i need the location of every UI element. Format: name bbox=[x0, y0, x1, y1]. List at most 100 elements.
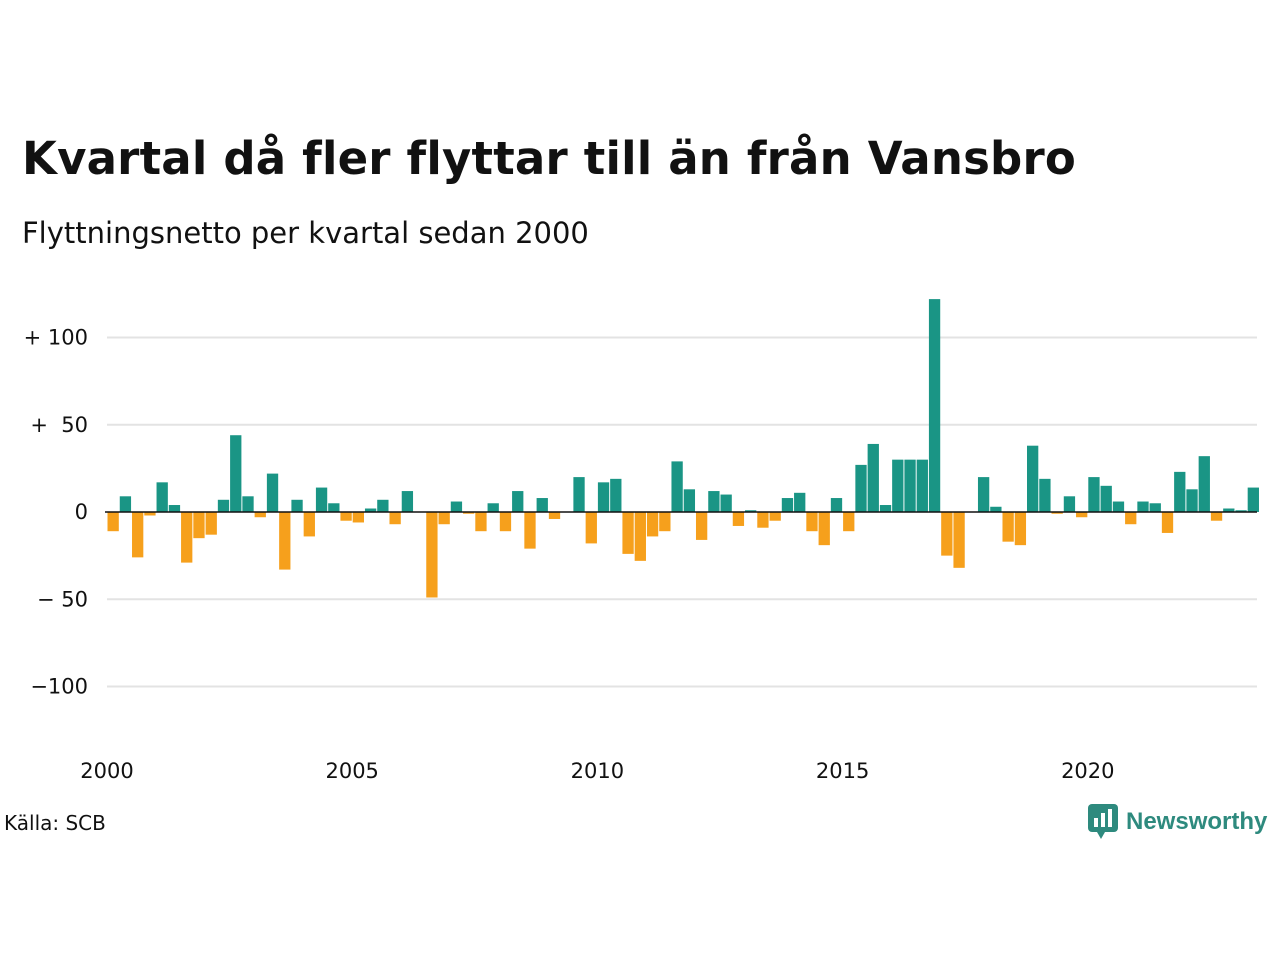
bar-2005-q4 bbox=[389, 512, 401, 525]
bar-2010-q4 bbox=[634, 512, 646, 561]
bar-2022-q4 bbox=[1223, 508, 1235, 512]
bar-2014-q3 bbox=[818, 512, 830, 546]
bar-2007-q2 bbox=[463, 512, 475, 514]
source-note: Källa: SCB bbox=[4, 811, 106, 835]
bar-2003-q4 bbox=[291, 499, 303, 512]
bar-2013-q3 bbox=[769, 512, 781, 521]
bar-2012-q4 bbox=[732, 512, 745, 526]
bar-2019-q1 bbox=[1039, 478, 1051, 512]
x-tick-label: 2020 bbox=[1061, 759, 1114, 783]
bar-2012-q1 bbox=[695, 512, 708, 540]
bar-2011-q3 bbox=[671, 461, 683, 512]
bar-2021-q1 bbox=[1137, 501, 1149, 512]
bar-2010-q2 bbox=[610, 478, 622, 512]
bar-2005-q2 bbox=[364, 508, 377, 512]
bar-2001-q3 bbox=[181, 512, 193, 563]
bar-2007-q1 bbox=[450, 501, 463, 512]
y-axis-ticks: + 100 + 50 0 − 50 −100 bbox=[24, 326, 88, 699]
bar-2004-q4 bbox=[340, 512, 352, 521]
bar-2000-q1 bbox=[107, 512, 119, 532]
bar-2006-q4 bbox=[438, 512, 450, 525]
bar-2014-q1 bbox=[794, 492, 806, 512]
bar-2003-q3 bbox=[279, 512, 291, 570]
bar-2020-q4 bbox=[1125, 512, 1137, 525]
bar-2019-q4 bbox=[1076, 512, 1088, 518]
y-tick-label: − 50 bbox=[37, 587, 88, 611]
bar-2018-q3 bbox=[1014, 512, 1027, 546]
bar-2002-q2 bbox=[217, 499, 230, 512]
bar-2003-q2 bbox=[266, 473, 279, 512]
x-tick-label: 2010 bbox=[571, 759, 624, 783]
newsworthy-icon bbox=[1088, 804, 1118, 839]
x-tick-label: 2015 bbox=[816, 759, 869, 783]
bar-2020-q3 bbox=[1112, 501, 1125, 512]
bar-2017-q2 bbox=[953, 512, 965, 568]
bar-2002-q4 bbox=[242, 496, 254, 512]
bar-2001-q4 bbox=[193, 512, 205, 539]
bar-2009-q1 bbox=[548, 512, 561, 519]
bar-2018-q4 bbox=[1027, 445, 1039, 512]
bar-2015-q3 bbox=[867, 443, 879, 512]
bar-2008-q2 bbox=[512, 491, 524, 512]
y-tick-label: + 100 bbox=[24, 326, 88, 350]
bar-2013-q4 bbox=[781, 498, 794, 512]
bar-2011-q4 bbox=[683, 489, 696, 512]
bar-2008-q1 bbox=[499, 512, 512, 532]
chart-title: Kvartal då fler flyttar till än från Van… bbox=[22, 132, 1076, 185]
brand-name: Newsworthy bbox=[1126, 808, 1268, 835]
bar-2009-q3 bbox=[573, 477, 585, 512]
bar-2016-q2 bbox=[904, 459, 916, 512]
bar-2014-q4 bbox=[830, 498, 843, 512]
bar-2008-q4 bbox=[536, 498, 548, 512]
bar-2009-q4 bbox=[585, 512, 597, 544]
bar-2015-q4 bbox=[879, 505, 892, 512]
bar-2016-q3 bbox=[916, 459, 928, 512]
bar-2018-q1 bbox=[990, 506, 1002, 512]
bar-2023-q1 bbox=[1235, 510, 1247, 512]
bar-2012-q2 bbox=[708, 491, 720, 512]
bar-2012-q3 bbox=[720, 494, 732, 512]
bar-2022-q1 bbox=[1186, 489, 1198, 512]
bar-2002-q1 bbox=[205, 512, 217, 535]
y-tick-label: + 50 bbox=[30, 413, 88, 437]
y-tick-label: 0 bbox=[75, 500, 88, 524]
bar-2000-q4 bbox=[144, 512, 156, 516]
bar-2022-q3 bbox=[1210, 512, 1223, 521]
bar-2007-q3 bbox=[475, 512, 487, 532]
bar-2017-q1 bbox=[941, 512, 953, 556]
bar-2000-q3 bbox=[132, 512, 144, 558]
bar-2023-q2 bbox=[1247, 487, 1259, 512]
chart-subtitle: Flyttningsnetto per kvartal sedan 2000 bbox=[22, 216, 589, 250]
bar-2022-q2 bbox=[1198, 456, 1210, 512]
bar-2020-q2 bbox=[1100, 485, 1112, 512]
bar-2004-q2 bbox=[315, 487, 328, 512]
x-tick-label: 2005 bbox=[325, 759, 378, 783]
bar-2001-q2 bbox=[168, 505, 181, 512]
bar-2021-q3 bbox=[1161, 512, 1174, 533]
bar-2004-q3 bbox=[328, 503, 340, 512]
bar-2002-q3 bbox=[230, 435, 242, 512]
bar-2001-q1 bbox=[156, 482, 168, 512]
y-tick-label: −100 bbox=[30, 675, 88, 699]
bar-2011-q2 bbox=[659, 512, 671, 532]
bar-2006-q1 bbox=[401, 491, 414, 512]
gridlines bbox=[107, 336, 1257, 688]
bar-2004-q1 bbox=[303, 512, 315, 537]
bar-2013-q1 bbox=[745, 510, 757, 512]
bar-2018-q2 bbox=[1002, 512, 1014, 542]
bar-2010-q1 bbox=[597, 482, 610, 512]
bar-2021-q2 bbox=[1149, 503, 1161, 512]
bar-2005-q3 bbox=[377, 499, 389, 512]
bar-2000-q2 bbox=[119, 496, 132, 512]
bar-2011-q1 bbox=[646, 512, 659, 537]
bar-2015-q2 bbox=[855, 464, 867, 512]
bar-2007-q4 bbox=[487, 503, 499, 512]
bar-2014-q2 bbox=[806, 512, 818, 532]
x-axis-ticks: 2000 2005 2010 2015 2020 bbox=[80, 759, 1114, 783]
brand-logo: Newsworthy bbox=[1088, 804, 1267, 840]
bar-2017-q4 bbox=[977, 477, 990, 512]
bar-2016-q4 bbox=[928, 299, 941, 512]
bar-2015-q1 bbox=[843, 512, 855, 532]
bar-2006-q3 bbox=[426, 512, 438, 598]
bar-2016-q1 bbox=[892, 459, 904, 512]
